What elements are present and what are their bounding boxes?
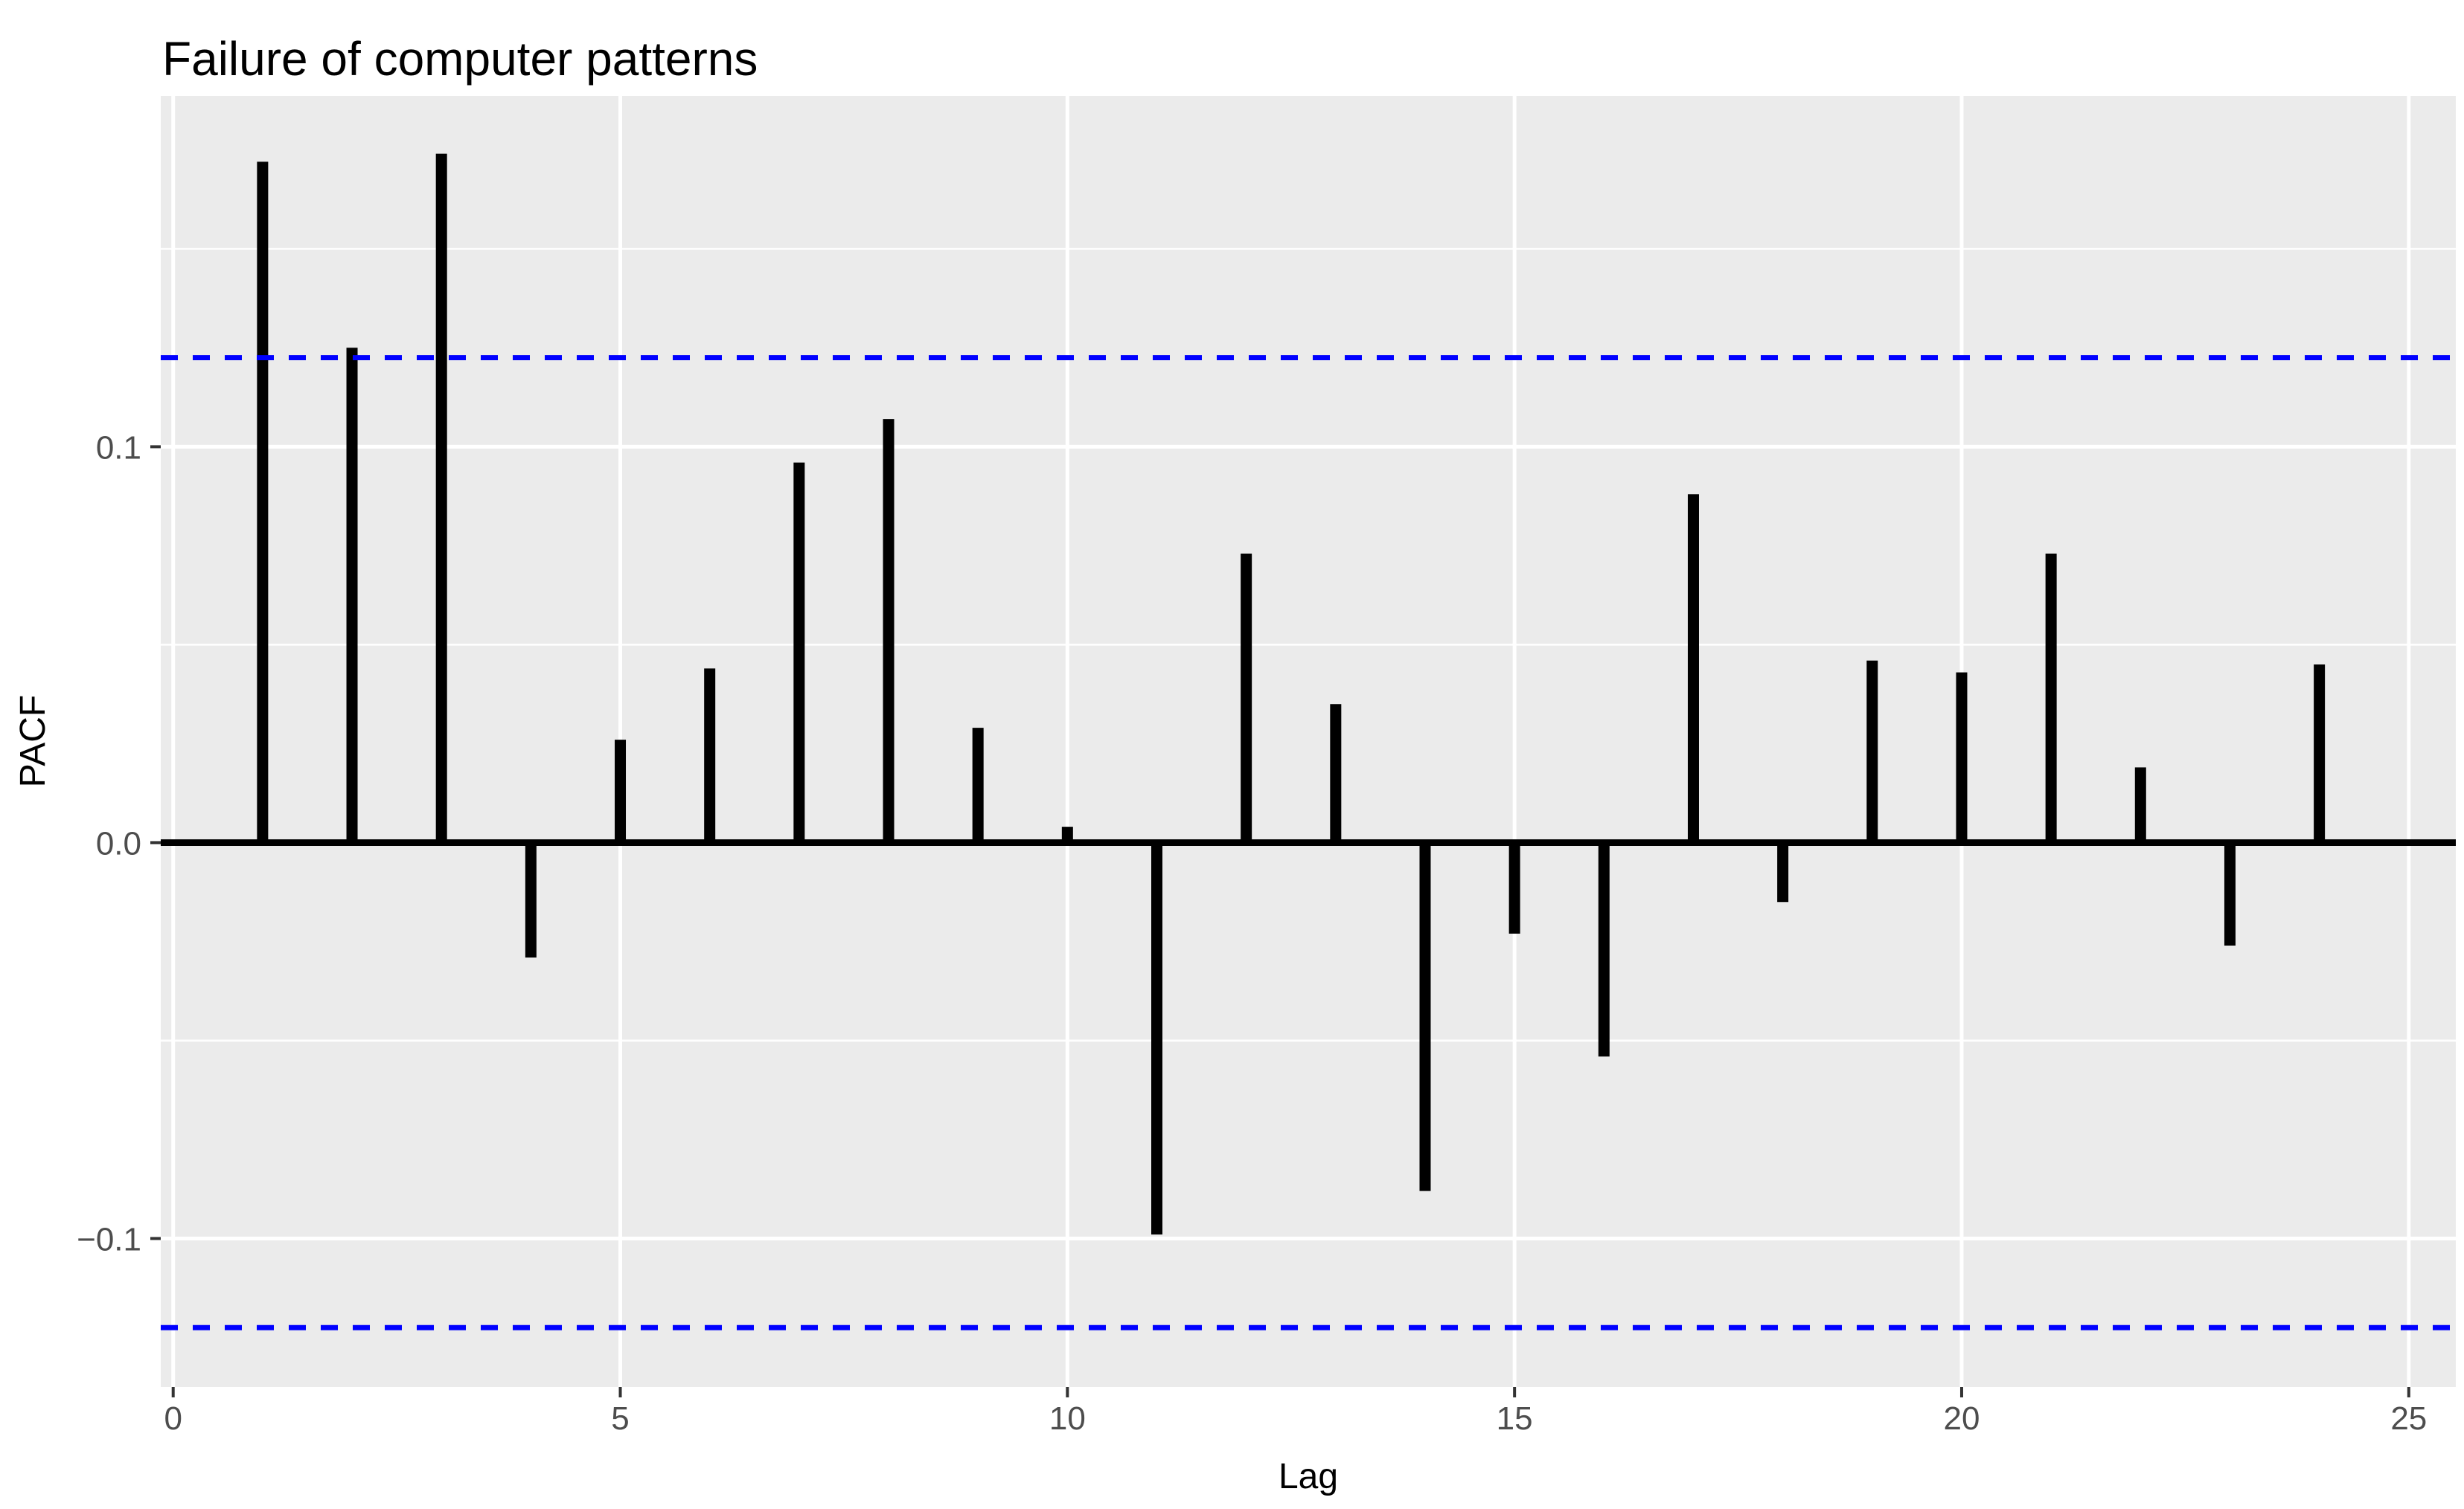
panel-background: [161, 96, 2456, 1387]
y-tick-label: 0.1: [96, 429, 141, 466]
chart-layer: 0.1 0.0 −0.1 0 5 10 15 20 25: [77, 96, 2456, 1437]
x-axis-title: Lag: [1279, 1457, 1338, 1496]
y-axis-title: PACF: [13, 695, 53, 787]
x-tick-label: 10: [1049, 1400, 1086, 1437]
x-tick-label: 20: [1943, 1400, 1980, 1437]
chart-title: Failure of computer patterns: [162, 32, 758, 86]
y-tick-label: −0.1: [77, 1221, 141, 1258]
x-tick-label: 15: [1497, 1400, 1533, 1437]
x-tick-label: 5: [611, 1400, 629, 1437]
x-tick-label: 25: [2390, 1400, 2427, 1437]
y-tick-label: 0.0: [96, 825, 141, 862]
x-tick-label: 0: [164, 1400, 182, 1437]
